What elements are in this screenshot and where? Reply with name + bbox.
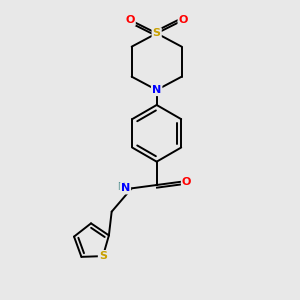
Text: N: N [121,183,130,193]
Text: N: N [152,85,161,95]
Text: S: S [153,28,161,38]
Text: O: O [182,177,191,187]
Text: S: S [99,251,107,261]
Text: O: O [178,15,188,25]
Text: O: O [125,15,135,25]
Text: H: H [117,182,125,192]
